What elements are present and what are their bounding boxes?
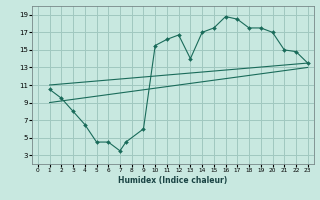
- X-axis label: Humidex (Indice chaleur): Humidex (Indice chaleur): [118, 176, 228, 185]
